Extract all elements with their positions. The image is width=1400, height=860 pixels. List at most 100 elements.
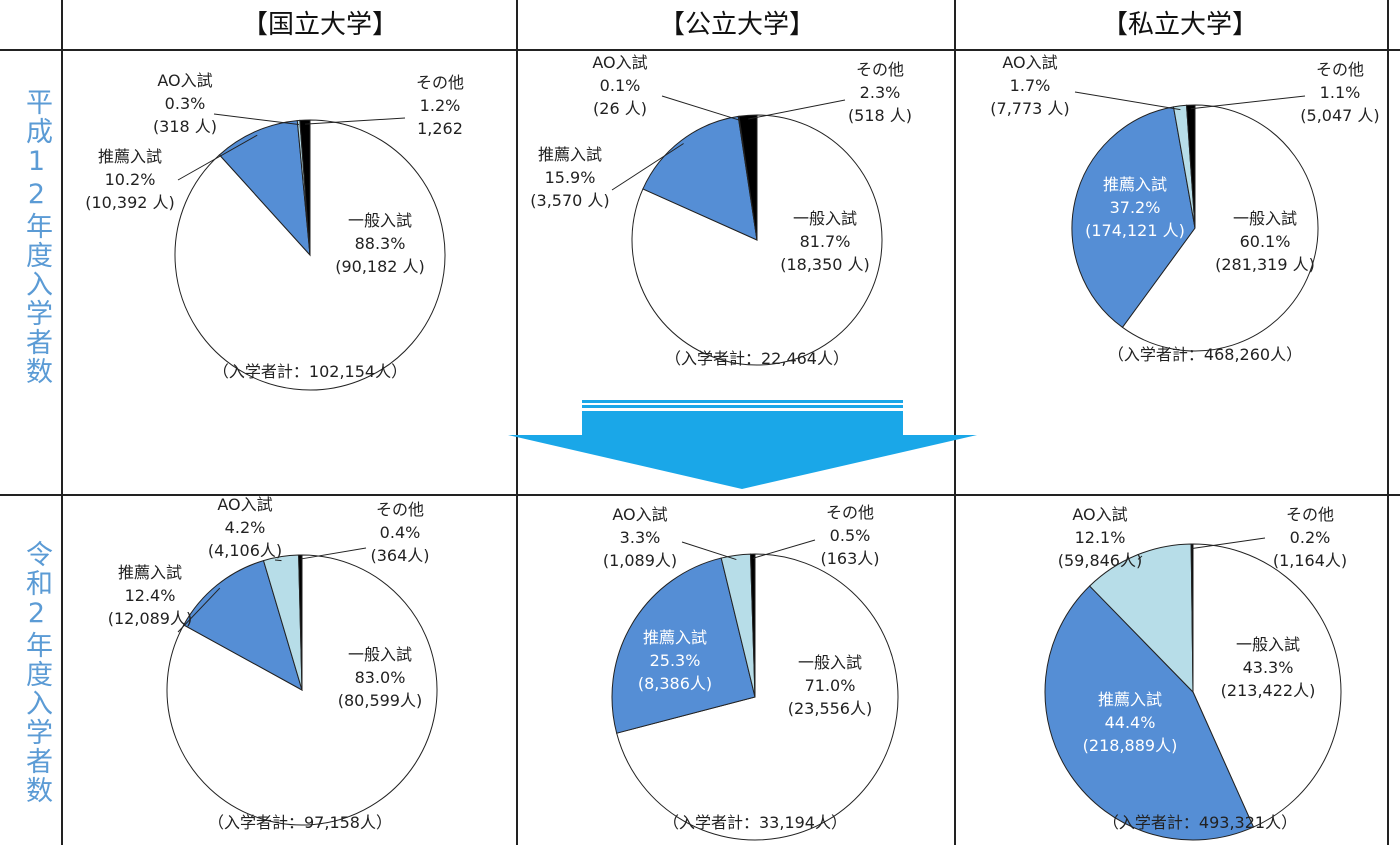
pie-slice <box>642 115 758 241</box>
slice-label-line: 81.7% <box>800 232 851 251</box>
slice-label-line: 37.2% <box>1110 198 1161 217</box>
leader-line <box>611 143 684 191</box>
slice-label: AO入試 0.3% (318 人) <box>153 71 217 136</box>
slice-label-line: 一般入試 <box>348 645 412 664</box>
slice-label: 推薦入試 37.2% (174,121 人) <box>1085 175 1185 240</box>
slice-label-line: 0.3% <box>165 94 206 113</box>
pie-chart: 一般入試 43.3% (213,422人) 推薦入試 44.4% (218,889人) AO… <box>1044 505 1347 841</box>
slice-label-line: (10,392 人) <box>85 193 175 212</box>
slice-label-line: AO入試 <box>217 495 272 514</box>
slice-label-line: その他 <box>1316 60 1364 79</box>
slice-label-line: (12,089人) <box>108 609 192 628</box>
leader-line <box>681 541 737 561</box>
leader-line <box>300 547 367 560</box>
pie-slice <box>1071 106 1196 329</box>
pie-slice <box>183 559 303 692</box>
pie-chart: 一般入試 60.1% (281,319 人) 推薦入試 37.2% (174,121 人)… <box>990 53 1379 364</box>
slice-label-line: (23,556人) <box>788 699 872 718</box>
slice-label-line: (518 人) <box>848 106 912 125</box>
leader-line <box>1190 95 1306 110</box>
slice-label-line: 一般入試 <box>1236 635 1300 654</box>
slice-label: その他 0.2% (1,164人) <box>1273 505 1347 570</box>
slice-label-line: AO入試 <box>1072 505 1127 524</box>
slice-label-line: (281,319 人) <box>1215 255 1315 274</box>
slice-label-line: 0.2% <box>1290 528 1331 547</box>
slice-label-line: 12.1% <box>1075 528 1126 547</box>
slice-label-line: 83.0% <box>355 668 406 687</box>
total-note: （入学者計：97,158人） <box>208 813 392 832</box>
leader-line <box>1137 555 1143 560</box>
leader-line <box>1074 91 1181 111</box>
slice-label-line: (4,106人) <box>208 541 282 560</box>
slice-label-line: 一般入試 <box>793 209 857 228</box>
slice-label: その他 0.5% (163人) <box>820 503 879 568</box>
leader-line <box>177 587 221 633</box>
column-header: 【公立大学】 <box>659 10 815 40</box>
slice-label-line: (163人) <box>820 549 879 568</box>
pie-slice <box>298 554 303 691</box>
slice-label-line: 推薦入試 <box>643 628 707 647</box>
slice-label-line: (7,773 人) <box>990 99 1069 118</box>
slice-label: 一般入試 83.0% (80,599人) <box>338 645 422 710</box>
pie-slice <box>1121 104 1319 352</box>
slice-label-line: 1.2% <box>420 96 461 115</box>
slice-label: 推薦入試 10.2% (10,392 人) <box>85 147 175 212</box>
slice-label: その他 2.3% (518 人) <box>848 60 912 125</box>
slice-label-line: AO入試 <box>157 71 212 90</box>
slice-label-line: 25.3% <box>650 651 701 670</box>
slice-label-line: 3.3% <box>620 528 661 547</box>
slice-label: 推薦入試 44.4% (218,889人) <box>1083 690 1178 755</box>
slice-label: 推薦入試 25.3% (8,386人) <box>638 628 712 693</box>
slice-label-line: 44.4% <box>1105 713 1156 732</box>
leader-line <box>177 134 258 181</box>
pie-slice <box>1044 585 1255 841</box>
slice-label: 一般入試 81.7% (18,350 人) <box>780 209 870 274</box>
slice-label-line: 15.9% <box>545 168 596 187</box>
slice-label-line: 60.1% <box>1240 232 1291 251</box>
slice-label-line: (3,570 人) <box>530 191 609 210</box>
slice-label-line: (90,182 人) <box>335 257 425 276</box>
total-note: （入学者計：468,260人） <box>1108 345 1302 364</box>
pie-slice <box>1185 104 1196 229</box>
slice-label-line: (218,889人) <box>1083 736 1178 755</box>
arrow <box>508 400 977 489</box>
slice-label-line: 一般入試 <box>348 211 412 230</box>
slice-label-line: (213,422人) <box>1221 681 1316 700</box>
pie-slice <box>299 119 311 256</box>
leader-line <box>752 539 816 559</box>
leader-line <box>213 113 299 126</box>
slice-label-line: 推薦入試 <box>118 563 182 582</box>
row-header: 平成12年度入学者数 <box>21 88 52 386</box>
slice-label-line: 12.4% <box>125 586 176 605</box>
pie-slice <box>611 557 756 734</box>
leader-line <box>305 117 406 125</box>
slice-label-line: 推薦入試 <box>98 147 162 166</box>
slice-label-line: AO入試 <box>592 53 647 72</box>
total-note: （入学者計：22,464人） <box>665 349 849 368</box>
slice-label: 一般入試 43.3% (213,422人) <box>1221 635 1316 700</box>
slice-label-line: 43.3% <box>1243 658 1294 677</box>
slice-label-line: (26 人) <box>593 99 647 118</box>
slice-label: その他 1.1% (5,047 人) <box>1300 60 1379 125</box>
pie-slice <box>1190 543 1194 693</box>
slice-label-line: その他 <box>416 73 464 92</box>
slice-label: 推薦入試 15.9% (3,570 人) <box>530 145 609 210</box>
pie-chart: 一般入試 88.3% (90,182 人) 推薦入試 10.2% (10,392 人) AO… <box>85 71 464 391</box>
slice-label-line: (59,846人) <box>1058 551 1142 570</box>
slice-label-line: (80,599人) <box>338 691 422 710</box>
slice-label-line: 4.2% <box>225 518 266 537</box>
pie-chart: 一般入試 81.7% (18,350 人) 推薦入試 15.9% (3,570 人) AO入… <box>530 53 912 368</box>
slice-label: AO入試 12.1% (59,846人) <box>1058 505 1142 570</box>
slice-label-line: 0.1% <box>600 76 641 95</box>
slice-label-line: 1.7% <box>1010 76 1051 95</box>
leader-line <box>1192 537 1266 549</box>
pie-chart: 一般入試 71.0% (23,556人) 推薦入試 25.3% (8,386人) AO入試 3… <box>603 503 899 841</box>
column-header: 【私立大学】 <box>1102 10 1258 40</box>
slice-label: AO入試 3.3% (1,089人) <box>603 505 677 570</box>
slice-label-line: AO入試 <box>612 505 667 524</box>
slice-label: 一般入試 71.0% (23,556人) <box>788 653 872 718</box>
slice-label-line: (1,164人) <box>1273 551 1347 570</box>
total-note: （入学者計：102,154人） <box>213 362 407 381</box>
